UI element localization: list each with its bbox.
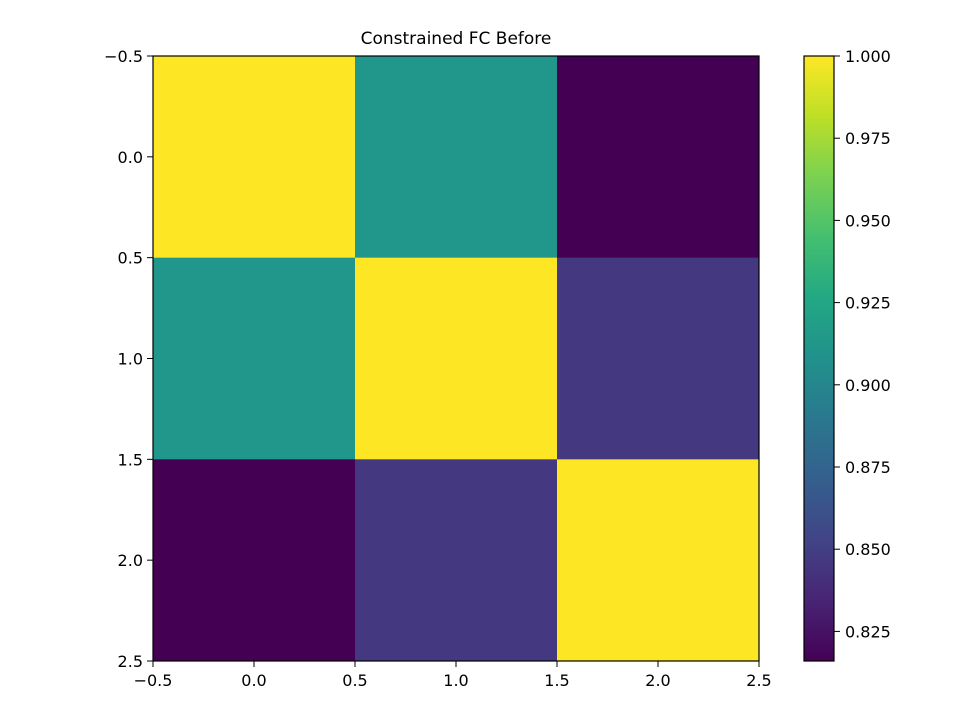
heatmap-cell-0-1 (355, 56, 558, 259)
colorbar-tick-label: 0.850 (845, 540, 891, 559)
y-tick-label: 1.0 (118, 350, 143, 369)
heatmap-cell-1-0 (153, 257, 356, 460)
x-tick-label: 1.0 (443, 671, 468, 690)
heatmap-cell-2-0 (153, 459, 356, 662)
colorbar-tick-label: 1.000 (845, 47, 891, 66)
y-tick-label: 2.0 (118, 551, 143, 570)
y-tick-label: 1.5 (118, 450, 143, 469)
x-tick-label: 2.5 (746, 671, 771, 690)
colorbar-tick-label: 0.975 (845, 129, 891, 148)
colorbar-tick-label: 0.950 (845, 211, 891, 230)
x-tick-label: 2.0 (645, 671, 670, 690)
x-tick-label: 0.0 (241, 671, 266, 690)
heatmap-cells (153, 56, 760, 662)
colorbar-tick-label: 0.875 (845, 458, 891, 477)
chart-title: Constrained FC Before (361, 29, 552, 49)
heatmap-cell-0-2 (557, 56, 760, 259)
x-tick-label: 0.5 (342, 671, 367, 690)
x-axis: −0.5 0.0 0.5 1.0 1.5 2.0 2.5 (134, 661, 772, 690)
heatmap-cell-1-2 (557, 257, 760, 460)
heatmap-cell-2-2 (557, 459, 760, 662)
heatmap-cell-1-1 (355, 257, 558, 460)
x-tick-label: −0.5 (134, 671, 173, 690)
y-tick-label: 2.5 (118, 652, 143, 671)
heatmap-cell-0-0 (153, 56, 356, 259)
colorbar-tick-label: 0.900 (845, 376, 891, 395)
x-tick-label: 1.5 (544, 671, 569, 690)
colorbar-tick-label: 0.825 (845, 622, 891, 641)
y-tick-label: −0.5 (104, 47, 143, 66)
y-tick-label: 0.5 (118, 249, 143, 268)
y-axis: −0.5 0.0 0.5 1.0 1.5 2.0 2.5 (104, 47, 153, 671)
colorbar-scale (803, 55, 835, 662)
y-tick-label: 0.0 (118, 148, 143, 167)
colorbar: 0.825 0.850 0.875 0.900 0.925 0.950 0.975 1.000 (803, 47, 891, 662)
heatmap-cell-2-1 (355, 459, 558, 662)
colorbar-tick-label: 0.925 (845, 294, 891, 313)
